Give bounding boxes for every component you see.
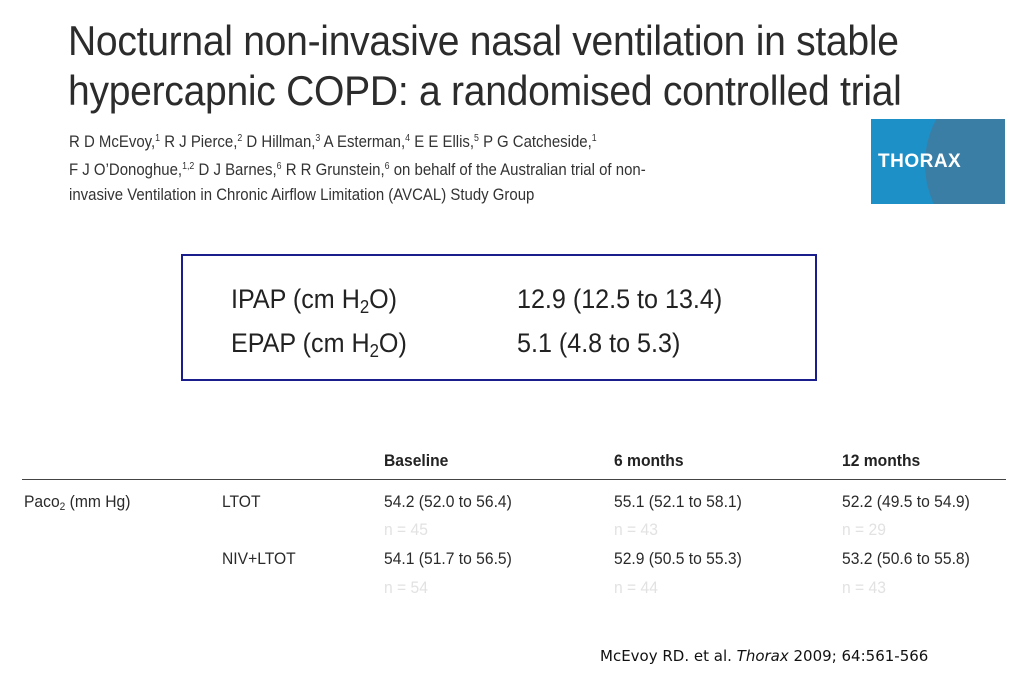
paper-title-line-1: Nocturnal non-invasive nasal ventilation…	[68, 17, 899, 64]
table-cell: 55.1 (52.1 to 58.1)	[614, 492, 742, 511]
sample-size: n = 44	[614, 578, 658, 597]
sample-size: n = 29	[842, 520, 886, 539]
group-label-ltot: LTOT	[222, 492, 261, 511]
sample-size: n = 54	[384, 578, 428, 597]
table-cell: 54.2 (52.0 to 56.4)	[384, 492, 512, 511]
thorax-journal-logo: THORAX	[871, 119, 1005, 204]
column-header-6-months: 6 months	[614, 451, 684, 470]
logo-text: THORAX	[878, 151, 962, 172]
author: P G Catcheside,	[478, 132, 592, 151]
citation-details: 2009; 64:561-566	[788, 647, 929, 665]
paper-title-line-2: hypercapnic COPD: a randomised controlle…	[68, 67, 902, 114]
table-cell: 53.2 (50.6 to 55.8)	[842, 549, 970, 568]
citation: McEvoy RD. et al. Thorax 2009; 64:561-56…	[600, 647, 928, 665]
affiliation-mark: 3	[315, 133, 321, 144]
affiliation-mark: 2	[237, 133, 243, 144]
sample-size: n = 43	[614, 520, 658, 539]
pressure-settings-box: IPAP (cm H2O) 12.9 (12.5 to 13.4) EPAP (…	[181, 254, 817, 381]
column-header-baseline: Baseline	[384, 451, 449, 470]
author-line-1: R D McEvoy,1 R J Pierce,2 D Hillman,3 A …	[69, 126, 646, 154]
logo-arc-shape	[925, 119, 1005, 204]
author-group-note: on behalf of the Australian trial of non…	[389, 160, 646, 179]
row-label-paco2: Paco2 (mm Hg)	[24, 492, 131, 513]
affiliation-mark: 6	[384, 161, 390, 172]
sample-size: n = 45	[384, 520, 428, 539]
author: R D McEvoy,	[69, 132, 156, 151]
author: D J Barnes,	[194, 160, 277, 179]
affiliation-mark: 6	[276, 161, 282, 172]
author: R R Grunstein,	[281, 160, 385, 179]
author: R J Pierce,	[160, 132, 238, 151]
ipap-value: 12.9 (12.5 to 13.4)	[517, 284, 723, 314]
citation-journal: Thorax	[736, 647, 789, 665]
affiliation-mark: 1	[155, 133, 161, 144]
affiliation-mark: 1	[591, 133, 597, 144]
column-header-12-months: 12 months	[842, 451, 921, 470]
author: A Esterman,	[320, 132, 406, 151]
author-list: R D McEvoy,1 R J Pierce,2 D Hillman,3 A …	[69, 126, 646, 207]
affiliation-mark: 1,2	[182, 161, 195, 172]
author: F J O’Donoghue,	[69, 160, 183, 179]
table-header-rule	[22, 479, 1006, 480]
paper-title: Nocturnal non-invasive nasal ventilation…	[68, 16, 905, 116]
citation-authors: McEvoy RD. et al.	[600, 647, 737, 665]
author: D Hillman,	[242, 132, 316, 151]
author-line-3: invasive Ventilation in Chronic Airflow …	[69, 185, 535, 204]
table-cell: 52.9 (50.5 to 55.3)	[614, 549, 742, 568]
sample-size: n = 43	[842, 578, 886, 597]
paco2-results-table: Baseline 6 months 12 months Paco2 (mm Hg…	[22, 445, 1008, 615]
group-label-niv-ltot: NIV+LTOT	[222, 549, 296, 568]
author-line-2: F J O’Donoghue,1,2 D J Barnes,6 R R Grun…	[69, 154, 646, 182]
epap-value: 5.1 (4.8 to 5.3)	[517, 328, 681, 358]
epap-label: EPAP (cm H2O)	[231, 328, 407, 361]
author: E E Ellis,	[410, 132, 475, 151]
ipap-label: IPAP (cm H2O)	[231, 284, 398, 317]
table-cell: 52.2 (49.5 to 54.9)	[842, 492, 970, 511]
affiliation-mark: 5	[474, 133, 479, 144]
table-cell: 54.1 (51.7 to 56.5)	[384, 549, 512, 568]
affiliation-mark: 4	[405, 133, 411, 144]
